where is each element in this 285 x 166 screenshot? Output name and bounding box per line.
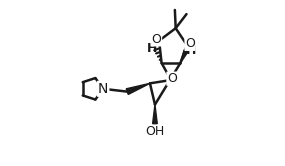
- Polygon shape: [126, 83, 150, 94]
- Polygon shape: [180, 50, 188, 63]
- Text: O: O: [152, 33, 162, 46]
- Text: N: N: [98, 82, 108, 96]
- Text: H: H: [186, 44, 196, 57]
- Text: H: H: [146, 42, 157, 55]
- Polygon shape: [153, 105, 157, 124]
- Text: O: O: [167, 72, 177, 85]
- Text: O: O: [185, 37, 195, 50]
- Text: OH: OH: [145, 125, 164, 138]
